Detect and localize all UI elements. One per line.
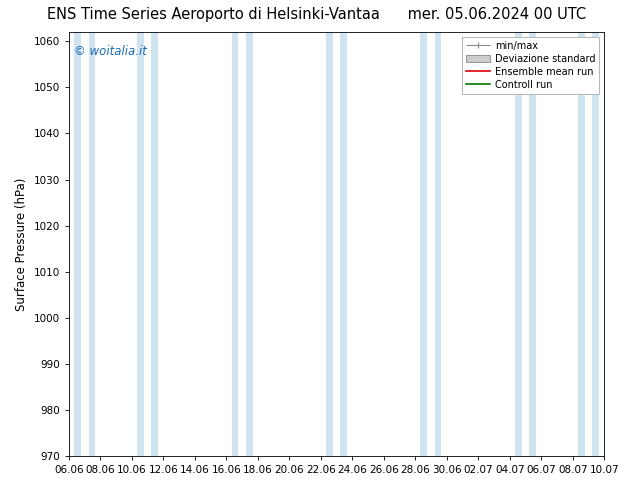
Legend: min/max, Deviazione standard, Ensemble mean run, Controll run: min/max, Deviazione standard, Ensemble m… [462,37,599,94]
Bar [152,32,158,456]
Bar [515,32,522,456]
Bar [340,32,347,456]
Bar [74,32,81,456]
Bar [231,32,238,456]
Bar [578,32,585,456]
Text: © woitalia.it: © woitalia.it [74,45,147,58]
Text: ENS Time Series Aeroporto di Helsinki-Vantaa      mer. 05.06.2024 00 UTC: ENS Time Series Aeroporto di Helsinki-Va… [48,7,586,23]
Bar [137,32,144,456]
Bar [592,32,599,456]
Bar [89,32,95,456]
Bar [246,32,252,456]
Y-axis label: Surface Pressure (hPa): Surface Pressure (hPa) [15,177,28,311]
Bar [529,32,536,456]
Bar [326,32,333,456]
Bar [420,32,427,456]
Bar [435,32,441,456]
